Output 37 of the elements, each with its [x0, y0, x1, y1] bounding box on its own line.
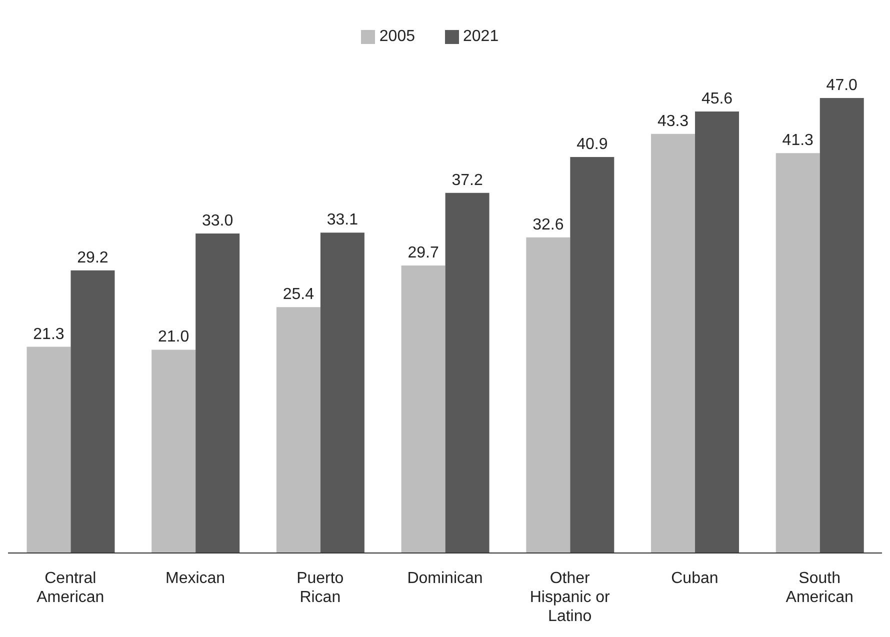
- bar: [570, 157, 614, 553]
- data-label: 29.7: [408, 244, 439, 262]
- x-tick-label: Other Hispanic or Latino: [530, 570, 611, 625]
- legend-label: 2005: [379, 28, 415, 45]
- x-tick-label: Dominican: [407, 570, 483, 587]
- data-label: 33.0: [202, 212, 234, 230]
- x-tick-label: Mexican: [165, 570, 226, 587]
- bar: [776, 153, 820, 553]
- x-tick-label: Puerto Rican: [296, 570, 344, 606]
- legend-label: 2021: [463, 28, 499, 45]
- data-label: 37.2: [452, 172, 483, 189]
- data-label: 45.6: [701, 90, 733, 108]
- x-tick-label: South American: [786, 570, 854, 606]
- data-label: 40.9: [576, 136, 608, 154]
- bar: [445, 192, 490, 553]
- x-tick-label: Cuban: [671, 570, 718, 587]
- data-label: 29.2: [77, 249, 108, 266]
- bar: [26, 346, 71, 553]
- bar: [651, 134, 696, 553]
- bar: [196, 234, 240, 553]
- bar: [152, 350, 196, 553]
- data-label: 21.0: [158, 328, 190, 346]
- bar: [695, 112, 740, 553]
- data-label: 32.6: [532, 216, 564, 234]
- x-tick-label: Central American: [36, 570, 104, 606]
- data-label: 33.1: [326, 212, 358, 229]
- data-label: 21.3: [33, 326, 64, 343]
- data-label: 41.3: [782, 132, 814, 150]
- data-label: 25.4: [282, 286, 314, 304]
- bar: [401, 265, 446, 553]
- bar: [526, 237, 570, 553]
- data-label: 47.0: [826, 77, 858, 94]
- bar: [820, 98, 864, 553]
- bar: [320, 232, 364, 553]
- bar: [70, 270, 115, 553]
- data-label: 43.3: [657, 112, 689, 130]
- bar: [276, 307, 320, 553]
